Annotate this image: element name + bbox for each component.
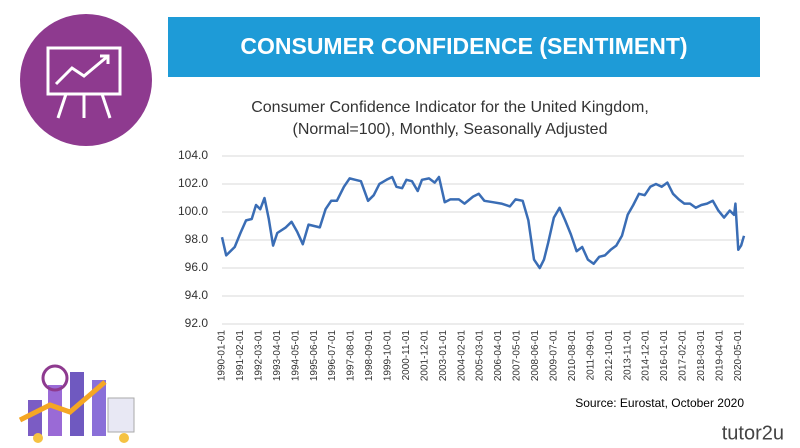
x-tick-label: 2020-05-01 [733, 330, 744, 382]
x-tick-label: 1994-05-01 [290, 330, 301, 382]
x-tick-label: 2004-02-01 [456, 330, 467, 382]
x-tick-label: 2014-12-01 [641, 330, 652, 382]
decorative-illustration [18, 364, 135, 443]
y-tick-label: 94.0 [185, 288, 209, 302]
header-title: CONSUMER CONFIDENCE (SENTIMENT) [240, 33, 687, 59]
x-tick-label: 1997-08-01 [346, 330, 357, 382]
x-tick-label: 2006-04-01 [493, 330, 504, 382]
x-tick-label: 2019-04-01 [714, 330, 725, 382]
x-tick-label: 1991-02-01 [235, 330, 246, 382]
chart-title: Consumer Confidence Indicator for the Un… [251, 99, 649, 116]
x-tick-label: 2013-11-01 [622, 330, 633, 381]
x-tick-label: 1996-07-01 [327, 330, 338, 382]
y-tick-label: 102.0 [178, 176, 208, 190]
x-tick-label: 1995-06-01 [309, 330, 320, 382]
icon-circle [20, 14, 152, 146]
y-tick-label: 96.0 [185, 260, 209, 274]
source-note: Source: Eurostat, October 2020 [575, 396, 744, 410]
x-tick-label: 2017-02-01 [678, 330, 689, 382]
x-tick-label: 1990-01-01 [217, 330, 228, 382]
y-tick-label: 100.0 [178, 204, 208, 218]
x-tick-label: 2011-09-01 [585, 330, 596, 381]
x-tick-label: 1999-10-01 [383, 330, 394, 382]
y-tick-label: 104.0 [178, 148, 208, 162]
x-tick-label: 2007-05-01 [512, 330, 523, 382]
logo: tutor2u [722, 422, 784, 444]
chart-subtitle: (Normal=100), Monthly, Seasonally Adjust… [293, 121, 608, 138]
x-tick-label: 2003-01-01 [438, 330, 449, 382]
x-tick-label: 2001-12-01 [419, 330, 430, 382]
x-tick-label: 2018-03-01 [696, 330, 707, 382]
data-line [220, 175, 746, 270]
x-tick-label: 1998-09-01 [364, 330, 375, 382]
icon-easel [46, 46, 122, 119]
y-tick-label: 98.0 [185, 232, 209, 246]
x-tick-label: 2016-01-01 [659, 330, 670, 382]
x-tick-label: 2009-07-01 [549, 330, 560, 382]
x-tick-label: 2012-10-01 [604, 330, 615, 382]
x-tick-label: 2000-11-01 [401, 330, 412, 381]
x-tick-label: 1992-03-01 [253, 330, 264, 382]
x-tick-label: 2008-06-01 [530, 330, 541, 382]
y-tick-label: 92.0 [185, 316, 209, 330]
x-tick-label: 2005-03-01 [475, 330, 486, 382]
x-tick-label: 2010-08-01 [567, 330, 578, 382]
x-tick-label: 1993-04-01 [272, 330, 283, 382]
header-banner [168, 17, 760, 77]
